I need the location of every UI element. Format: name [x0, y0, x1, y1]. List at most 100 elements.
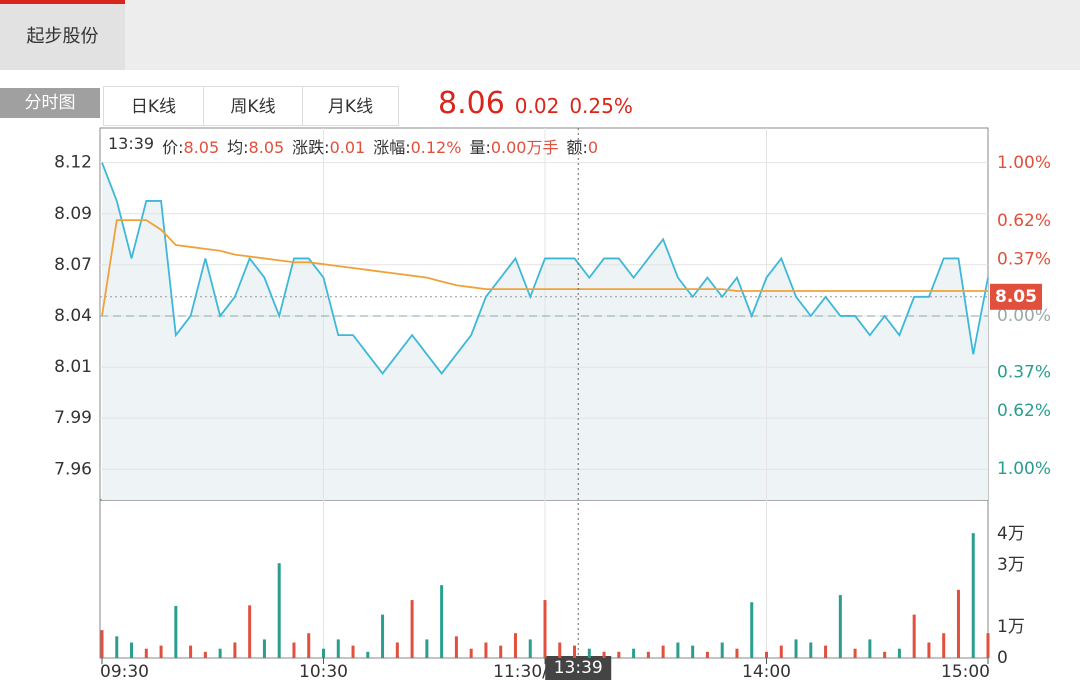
volume-bar — [322, 648, 325, 658]
volume-bar — [454, 636, 458, 658]
top-bar — [0, 0, 1080, 70]
info-value: 0.00万手 — [490, 138, 559, 157]
volume-bar — [765, 651, 768, 658]
volume-bar — [262, 639, 266, 658]
volume-bar — [897, 648, 901, 658]
x-tick-label: 10:30 — [299, 662, 348, 682]
volume-bar — [277, 563, 281, 658]
volume-bar — [705, 651, 709, 658]
cursor-label: 13:39 — [554, 658, 603, 678]
volume-bar — [971, 533, 975, 658]
volume-bar — [573, 645, 577, 658]
y2-tick-label: 1.00% — [997, 153, 1051, 173]
volume-bar — [381, 614, 385, 658]
volume-bar — [130, 642, 134, 658]
y-tick-label: 7.96 — [54, 459, 92, 479]
volume-bar — [794, 639, 798, 658]
volume-bar — [189, 645, 193, 658]
volume-bar — [425, 639, 429, 658]
y-tick-label: 8.07 — [54, 255, 92, 275]
volume-bar — [440, 585, 444, 658]
volume-bar — [366, 651, 370, 658]
y2-tick-label: 0.62% — [997, 401, 1051, 421]
y-tick-label: 8.12 — [54, 153, 92, 173]
info-bar: 13:39 价:8.05 均:8.05 涨跌:0.01 涨幅:0.12% 量:0.00万手… — [108, 134, 598, 158]
volume-bar — [543, 600, 547, 658]
stock-tab[interactable]: 起步股份 — [0, 0, 125, 70]
vol-tick-label: 0 — [997, 648, 1008, 668]
tab[interactable]: 分时图 — [0, 88, 100, 118]
volume-bar — [587, 648, 591, 658]
y2-tick-label: 0.37% — [997, 363, 1051, 383]
info-label: 均: — [227, 138, 249, 157]
info-value: 8.05 — [248, 138, 285, 157]
info-time: 13:39 — [108, 134, 155, 153]
info-field: 涨幅:0.12% — [373, 134, 461, 158]
volume-bar — [927, 642, 931, 658]
volume-bar — [661, 645, 665, 658]
volume-bar — [750, 602, 754, 658]
x-tick-label: 15:00 — [941, 662, 990, 682]
volume-bar — [676, 642, 680, 658]
info-field: 量:0.00万手 — [469, 134, 558, 158]
vol-tick-label: 4万 — [997, 524, 1025, 544]
last-price-label: 8.05 — [995, 287, 1037, 307]
info-label: 涨幅: — [373, 138, 411, 157]
volume-bar — [912, 614, 916, 658]
y-tick-label: 8.01 — [54, 357, 92, 377]
volume-bar — [942, 633, 946, 658]
volume-bar — [838, 595, 842, 658]
y2-tick-label: 0.62% — [997, 211, 1051, 231]
vol-tick-label: 3万 — [997, 555, 1025, 575]
volume-bar — [174, 605, 178, 658]
info-field: 涨跌:0.01 — [292, 134, 365, 158]
volume-bar — [292, 642, 296, 658]
volume-bar — [484, 642, 488, 658]
y-tick-label: 8.04 — [54, 306, 92, 326]
volume-bar — [248, 605, 252, 658]
volume-bar — [410, 600, 414, 658]
tab[interactable]: 日K线 — [103, 86, 204, 126]
volume-bar — [499, 645, 503, 658]
volume-bar — [159, 645, 163, 658]
quote-change-pct: 0.25% — [569, 94, 633, 118]
vol-tick-label: 1万 — [997, 617, 1025, 637]
last-price-box — [990, 283, 1042, 310]
volume-bar — [646, 651, 650, 658]
tab[interactable]: 周K线 — [203, 86, 303, 126]
info-field: 均:8.05 — [227, 134, 284, 158]
y2-tick-label: 0.37% — [997, 249, 1051, 269]
volume-bar — [868, 639, 872, 658]
volume-bar — [513, 633, 517, 658]
info-value: 0 — [587, 138, 599, 157]
volume-bar — [203, 651, 207, 658]
volume-bar — [351, 645, 355, 658]
volume-bar — [528, 639, 532, 658]
avg-line — [101, 219, 988, 317]
y2-tick-label: 1.00% — [997, 459, 1051, 479]
volume-bar — [307, 633, 311, 658]
volume-bar — [100, 630, 104, 658]
volume-bar — [883, 651, 887, 658]
info-label: 量: — [469, 138, 491, 157]
tab[interactable]: 月K线 — [302, 86, 399, 126]
volume-bar — [632, 648, 636, 658]
volume-bar — [720, 642, 724, 658]
x-tick-label: 14:00 — [742, 662, 791, 682]
volume-bar — [956, 589, 960, 658]
info-value: 8.05 — [183, 138, 220, 157]
volume-bar — [824, 645, 828, 658]
x-tick-label: 09:30 — [100, 662, 149, 682]
quote-change: 0.02 — [514, 94, 560, 118]
info-field: 价:8.05 — [162, 134, 219, 158]
volume-bar — [115, 636, 119, 658]
y2-tick-label: 0.00% — [997, 306, 1051, 326]
info-label: 价: — [162, 138, 184, 157]
info-value: 0.12% — [410, 138, 462, 157]
volume-bar — [735, 648, 739, 658]
volume-bar — [986, 633, 990, 658]
y-tick-label: 8.09 — [54, 204, 92, 224]
volume-bar — [218, 648, 222, 658]
info-field: 额:0 — [566, 134, 598, 158]
